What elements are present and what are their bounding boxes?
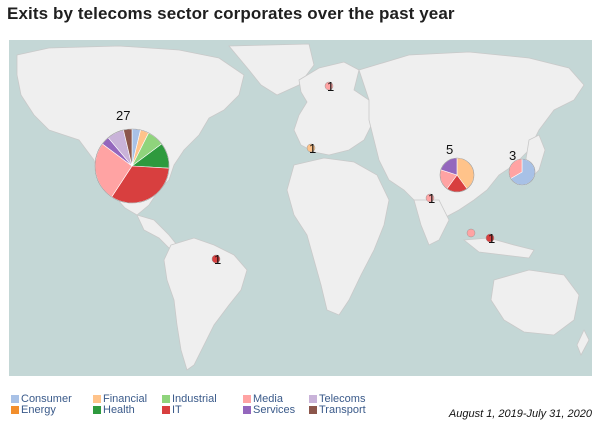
bubble-count: 1: [488, 231, 495, 246]
legend-label: Energy: [21, 404, 56, 416]
legend-item-financial[interactable]: Financial: [93, 393, 147, 405]
legend-swatch: [11, 395, 19, 403]
bubble-china[interactable]: 5: [439, 142, 475, 193]
bubble-outline: [94, 128, 170, 204]
slice-it[interactable]: [211, 254, 221, 264]
legend-swatch: [243, 406, 251, 414]
bubble-southeast-asia[interactable]: [466, 228, 476, 238]
legend-item-it[interactable]: IT: [162, 404, 182, 416]
legend-label: Transport: [319, 404, 366, 416]
land-australia: [490, 269, 580, 336]
bubble-count: 1: [309, 141, 316, 156]
bubble-japan[interactable]: 3: [508, 148, 536, 186]
bubble-india[interactable]: 1: [425, 191, 435, 206]
land-asia: [358, 51, 585, 219]
legend-label: Industrial: [172, 393, 217, 405]
legend-label: Health: [103, 404, 135, 416]
legend-swatch: [162, 406, 170, 414]
legend-label: IT: [172, 404, 182, 416]
legend-swatch: [309, 406, 317, 414]
land-europe: [293, 61, 375, 156]
legend-swatch: [243, 395, 251, 403]
bubble-north-america[interactable]: 27: [94, 108, 170, 204]
bubble-outline: [439, 157, 475, 193]
legend-item-health[interactable]: Health: [93, 404, 135, 416]
land-greenland: [228, 43, 315, 96]
legend-label: Consumer: [21, 393, 72, 405]
legend-item-transport[interactable]: Transport: [309, 404, 366, 416]
bubble-count: 5: [446, 142, 453, 157]
bubble-count: 1: [214, 252, 221, 267]
legend-item-energy[interactable]: Energy: [11, 404, 56, 416]
bubbles-layer: 27 1 1 5 3 1 1 1: [94, 79, 536, 267]
sector-legend: Consumer Energy Financial Health Industrial I…: [11, 393, 411, 423]
slice-it[interactable]: [485, 233, 495, 243]
bubble-outline: [508, 158, 536, 186]
bubble-indonesia[interactable]: 1: [485, 231, 495, 246]
land-africa: [286, 157, 390, 316]
bubble-count: 1: [327, 79, 334, 94]
legend-swatch: [11, 406, 19, 414]
legend-item-services[interactable]: Services: [243, 404, 295, 416]
bubble-count: 3: [509, 148, 516, 163]
legend-item-media[interactable]: Media: [243, 393, 283, 405]
legend-label: Services: [253, 404, 296, 416]
land-new-zealand: [576, 329, 590, 356]
bubble-western-europe[interactable]: 1: [306, 141, 316, 156]
land-south-america: [163, 237, 248, 371]
slice-financial[interactable]: [306, 143, 316, 153]
slice-media[interactable]: [466, 228, 476, 238]
slice-media[interactable]: [425, 193, 435, 203]
legend-label: Telecoms: [319, 393, 366, 405]
legend-swatch: [93, 395, 101, 403]
bubble-count: 27: [116, 108, 130, 123]
page-title: Exits by telecoms sector corporates over…: [7, 4, 455, 23]
legend-label: Financial: [103, 393, 148, 405]
bubble-brazil[interactable]: 1: [211, 252, 221, 267]
world-map[interactable]: 27 1 1 5 3 1 1 1: [9, 40, 592, 376]
legend-swatch: [162, 395, 170, 403]
bubble-count: 1: [428, 191, 435, 206]
slice-media[interactable]: [324, 81, 334, 91]
legend-item-industrial[interactable]: Industrial: [162, 393, 217, 405]
legend-item-consumer[interactable]: Consumer: [11, 393, 72, 405]
legend-label: Media: [253, 393, 283, 405]
land-india: [413, 199, 450, 246]
date-range: August 1, 2019-July 31, 2020: [448, 408, 592, 420]
legend-item-telecoms[interactable]: Telecoms: [309, 393, 365, 405]
bubble-scandinavia[interactable]: 1: [324, 79, 334, 94]
legend-swatch: [93, 406, 101, 414]
legend-swatch: [309, 395, 317, 403]
